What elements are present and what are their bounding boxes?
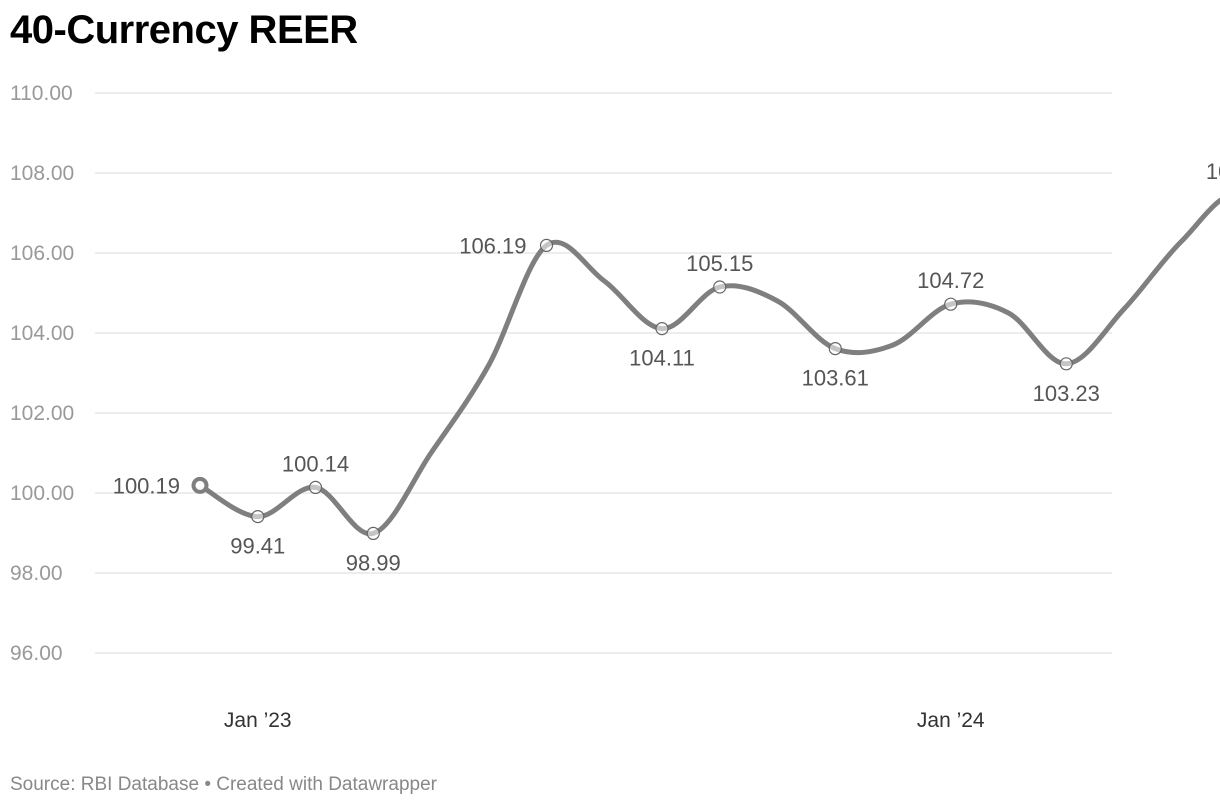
data-label: 103.23 bbox=[1033, 381, 1100, 406]
data-label: 106.19 bbox=[459, 233, 526, 258]
point-marker bbox=[251, 509, 265, 524]
data-label: 107.45 bbox=[1206, 159, 1220, 184]
y-tick-label: 108.00 bbox=[10, 162, 74, 185]
gridlines bbox=[95, 92, 1112, 654]
data-label: 100.14 bbox=[282, 451, 349, 476]
y-tick-label: 106.00 bbox=[10, 242, 74, 265]
point-marker bbox=[828, 342, 842, 356]
point-marker bbox=[308, 480, 323, 494]
y-tick-label: 102.00 bbox=[10, 402, 74, 425]
data-label: 104.11 bbox=[629, 346, 695, 371]
point-marker bbox=[539, 238, 554, 252]
y-tick-label: 96.00 bbox=[10, 642, 63, 665]
point-marker bbox=[366, 526, 380, 541]
data-label: 100.19 bbox=[113, 473, 180, 498]
chart-title: 40-Currency REER bbox=[10, 8, 358, 52]
series-layer bbox=[197, 197, 1220, 537]
point-marker bbox=[944, 297, 958, 311]
y-tick-label: 98.00 bbox=[10, 562, 63, 585]
data-label: 103.61 bbox=[802, 366, 869, 391]
y-tick-label: 110.00 bbox=[10, 82, 73, 105]
data-label: 104.72 bbox=[917, 268, 984, 293]
point-markers bbox=[191, 238, 1073, 541]
point-marker bbox=[1059, 357, 1073, 371]
y-tick-label: 100.00 bbox=[10, 482, 74, 505]
point-marker bbox=[655, 322, 669, 336]
data-labels: 100.19 99.41 100.14 98.99 106.19 104.11 105.15… bbox=[113, 159, 1220, 575]
x-tick-label: Jan ’23 bbox=[224, 709, 292, 732]
y-tick-label: 104.00 bbox=[10, 322, 74, 345]
data-label: 98.99 bbox=[346, 550, 401, 575]
start-point-marker bbox=[191, 476, 209, 494]
source-footer: Source: RBI Database • Created with Data… bbox=[10, 774, 437, 795]
point-marker bbox=[713, 280, 727, 294]
data-label: 105.15 bbox=[686, 251, 753, 276]
x-tick-label: Jan ’24 bbox=[917, 709, 985, 732]
series-line bbox=[197, 197, 1220, 537]
y-axis-labels: 96.00 98.00 100.00 102.00 104.00 106.00 108.00… bbox=[10, 82, 74, 665]
data-label: 99.41 bbox=[230, 534, 285, 559]
